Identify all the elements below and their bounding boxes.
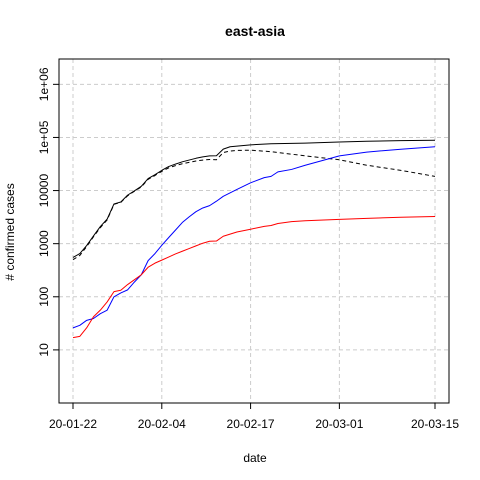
chart-title: east-asia [225, 23, 285, 39]
y-axis: 10 100 1000 10000 1e+05 1e+06 [37, 67, 59, 357]
series-layer [72, 139, 436, 339]
series-line-3 [72, 215, 436, 339]
grid [59, 59, 449, 403]
series-line-2 [72, 146, 436, 329]
x-tick-label: 20-03-15 [411, 417, 459, 431]
series-line-1 [72, 149, 436, 261]
x-axis-label: date [243, 451, 267, 465]
y-tick-label: 100 [37, 286, 51, 306]
series-line-0 [72, 139, 436, 258]
y-tick-label: 1e+06 [37, 67, 51, 101]
y-tick-label: 1000 [37, 230, 51, 257]
x-tick-label: 20-01-22 [49, 417, 97, 431]
y-tick-label: 10000 [37, 174, 51, 208]
y-tick-label: 1e+05 [37, 120, 51, 154]
x-tick-label: 20-02-17 [227, 417, 275, 431]
x-tick-label: 20-03-01 [315, 417, 363, 431]
x-axis: 20-01-22 20-02-04 20-02-17 20-03-01 20-03-15 [49, 403, 459, 431]
x-tick-label: 20-02-04 [138, 417, 186, 431]
y-tick-label: 10 [37, 343, 51, 357]
y-axis-label: # confirmed cases [3, 183, 17, 280]
plot-frame [58, 58, 450, 404]
